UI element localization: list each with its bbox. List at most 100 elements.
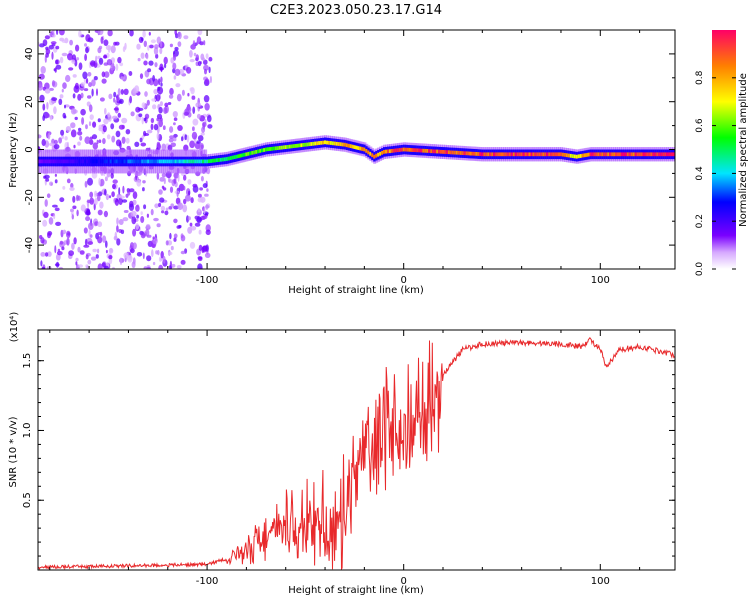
ridge-core [361,147,365,151]
noise-point [182,204,188,213]
noise-point [192,40,196,47]
noise-point [153,88,159,95]
noise-point [206,167,211,175]
noise-point [59,197,65,203]
noise-point [86,209,91,216]
noise-point [146,213,149,218]
noise-point [118,197,123,206]
ridge-core [267,147,270,152]
ridge-core [156,159,160,164]
noise-point [51,51,54,60]
ridge-core [475,152,479,156]
noise-point [153,217,159,222]
ridge-core [499,152,502,157]
noise-point [101,78,107,84]
noise-point [145,228,150,237]
noise-point [60,129,65,136]
ridge-core [286,145,290,149]
noise-point [89,114,94,120]
noise-point [95,254,99,259]
noise-point [207,115,212,123]
x-tick-label: 0 [400,275,406,286]
noise-point [61,246,65,251]
noise-point [158,106,163,114]
noise-point [197,60,202,67]
noise-point [144,70,150,78]
noise-point [89,191,94,198]
noise-point [88,104,93,113]
ridge-core [155,159,158,164]
ridge-core [40,159,44,164]
noise-point [190,197,194,204]
noise-point [80,108,86,116]
noise-point [178,224,182,229]
snr-marks [38,336,675,570]
ridge-core [170,159,174,164]
noise-point [99,201,104,209]
noise-point [41,138,46,147]
noise-point [155,94,161,102]
noise-point [62,82,67,89]
noise-point [64,104,66,109]
ridge-core [54,159,58,164]
noise-point [72,93,76,99]
noise-point [187,92,190,97]
ridge-core [202,159,206,164]
noise-point [173,53,177,61]
ridge-core [599,152,603,157]
noise-point [108,93,113,100]
noise-point [95,55,98,63]
ridge-core [233,155,237,159]
noise-point [175,83,181,88]
ridge-core [221,157,225,162]
noise-point [153,47,159,55]
ridge-core [542,152,546,157]
ridge-core [418,148,422,153]
noise-point [183,111,189,116]
ridge-core [125,159,129,164]
noise-point [112,115,118,120]
ridge-core [145,159,149,164]
noise-point [78,30,82,38]
ridge-core [333,141,337,146]
noise-point [83,244,90,248]
noise-point [173,75,177,80]
noise-point [58,98,63,106]
noise-point [196,41,199,46]
noise-point [201,126,206,133]
noise-point [203,64,209,71]
ridge-core [66,159,70,164]
ridge-core [510,152,514,157]
noise-point [56,30,59,35]
ridge-core [585,153,589,157]
ridge-core [121,159,125,164]
noise-point [140,52,145,59]
noise-point [131,216,137,225]
ridge-core [630,152,634,157]
noise-point [75,261,78,266]
noise-point [173,122,176,126]
noise-point [84,43,87,47]
noise-point [169,126,174,133]
ridge-core [223,157,227,162]
noise-point [124,42,127,50]
noise-point [92,142,99,150]
noise-point [123,252,129,259]
noise-point [115,139,122,147]
noise-point [89,62,96,66]
ridge-core [503,152,506,157]
noise-point [146,255,152,262]
ridge-core [394,148,398,153]
noise-point [204,193,209,197]
noise-point [52,30,55,35]
ridge-core [237,154,241,159]
noise-point [126,145,131,150]
noise-point [47,132,51,140]
ridge-core [39,159,42,164]
ridge-core [506,152,510,157]
noise-point [148,31,151,36]
noise-point [185,106,192,113]
noise-point [187,179,192,185]
ridge-core [487,152,491,157]
